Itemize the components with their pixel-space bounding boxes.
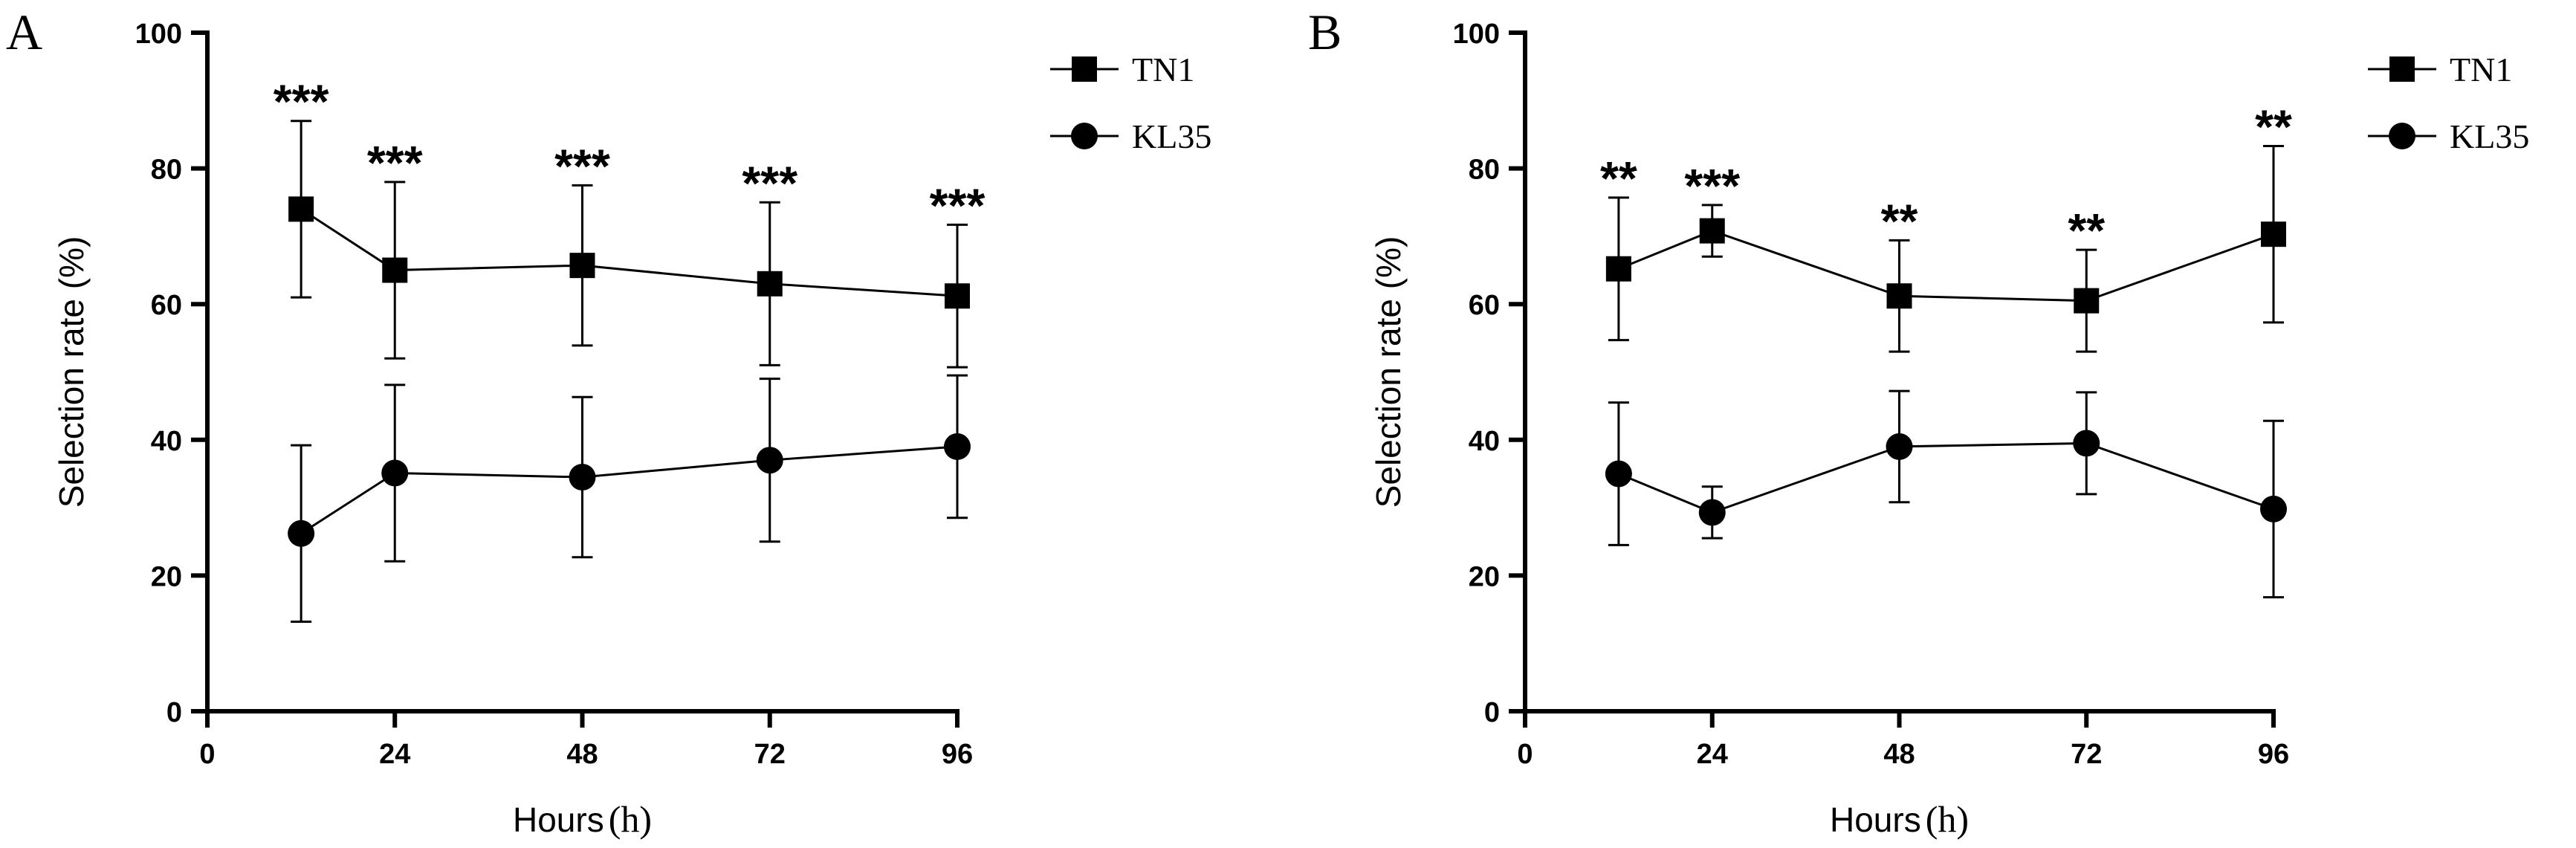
y-axis-label: Selection rate (%) [52, 236, 91, 508]
data-point-circle [944, 433, 971, 460]
data-point-square [288, 196, 314, 222]
y-tick-label: 0 [166, 697, 182, 728]
legend: TN1 KL35 [1050, 51, 1211, 155]
data-point-square [569, 253, 595, 279]
x-axis-label-text: Hours [513, 800, 604, 839]
series-kl35 [1605, 389, 2287, 599]
y-tick-label: 20 [1469, 561, 1500, 592]
legend-item-kl35: KL35 [2368, 117, 2529, 155]
significance-marker: *** [367, 136, 423, 190]
legend-label: TN1 [1132, 51, 1194, 88]
legend-item-tn1: TN1 [2368, 51, 2512, 88]
data-point-circle [1605, 460, 1632, 488]
significance-marker: *** [274, 75, 329, 129]
legend-label: KL35 [1132, 117, 1211, 155]
y-tick-label: 0 [1484, 697, 1500, 728]
data-point-square [1886, 283, 1912, 309]
x-axis-label-unit: (h) [1926, 798, 1969, 840]
x-tick-label: 96 [942, 739, 973, 770]
legend-marker-square [1072, 56, 1097, 82]
y-tick-label: 80 [151, 155, 182, 186]
data-point-square [2261, 221, 2286, 247]
x-tick-label: 24 [1697, 739, 1728, 770]
y-tick-label: 80 [1469, 155, 1500, 186]
significance-marker: ** [2255, 100, 2292, 153]
legend-item-tn1: TN1 [1050, 51, 1194, 88]
panel-letter: A [6, 4, 42, 60]
y-tick-label: 20 [151, 561, 182, 592]
x-tick-label: 0 [1517, 739, 1533, 770]
data-point-square [1605, 256, 1631, 282]
data-point-square [2074, 288, 2100, 314]
x-tick-label: 48 [1883, 739, 1915, 770]
y-tick-label: 40 [151, 426, 182, 457]
x-axis-label: Hours (h) [1830, 798, 1969, 840]
series-tn1 [1605, 144, 2286, 353]
y-axis-label: Selection rate (%) [1369, 236, 1408, 508]
y-tick-label: 40 [1469, 426, 1500, 457]
x-tick-label: 96 [2258, 739, 2289, 770]
legend-label: KL35 [2450, 117, 2529, 155]
data-point-circle [2260, 495, 2287, 522]
x-tick-label: 0 [199, 739, 215, 770]
y-tick-label: 60 [151, 290, 182, 321]
data-point-circle [1886, 433, 1913, 460]
data-point-square [945, 283, 970, 309]
data-point-circle [569, 464, 596, 491]
significance-marker: *** [554, 139, 610, 192]
data-point-circle [756, 447, 783, 474]
legend-marker-circle [1071, 123, 1098, 149]
x-tick-label: 24 [379, 739, 410, 770]
significance-marker: *** [742, 156, 797, 210]
y-tick-label: 60 [1469, 290, 1500, 321]
series-line [300, 208, 958, 297]
data-point-square [757, 271, 783, 297]
data-point-circle [1698, 499, 1726, 526]
x-axis-label: Hours (h) [513, 798, 652, 840]
x-axis-label-text: Hours [1830, 800, 1921, 839]
y-tick-label: 100 [135, 19, 182, 50]
x-tick-label: 48 [566, 739, 598, 770]
panel-letter: B [1308, 4, 1342, 60]
x-axis-label-unit: (h) [609, 798, 652, 840]
significance-marker: ** [2068, 204, 2105, 257]
data-point-circle [288, 520, 315, 547]
legend: TN1 KL35 [2368, 51, 2529, 155]
legend-marker-square [2389, 56, 2415, 82]
x-tick-label: 72 [754, 739, 786, 770]
legend-marker-circle [2389, 123, 2415, 149]
data-point-square [382, 257, 408, 283]
series-tn1 [288, 120, 970, 369]
series-kl35 [288, 374, 971, 623]
legend-label: TN1 [2450, 51, 2512, 88]
y-tick-label: 100 [1453, 19, 1500, 50]
x-tick-label: 72 [2071, 739, 2102, 770]
significance-marker: *** [930, 178, 986, 232]
legend-item-kl35: KL35 [1050, 117, 1211, 155]
data-point-square [1699, 218, 1725, 244]
panel-b: B 0 20 40 60 80 100 0 24 48 72 96 Hours (h) Selection … [1308, 4, 2529, 840]
data-point-circle [381, 459, 409, 487]
significance-marker: ** [1881, 194, 1918, 247]
significance-marker: ** [1600, 152, 1637, 205]
panel-a: A 0 20 40 60 80 100 0 24 48 72 96 Hours (h) Selection … [6, 4, 1211, 840]
series-line [300, 445, 958, 535]
data-point-circle [2073, 430, 2100, 457]
significance-marker: *** [1684, 159, 1740, 213]
